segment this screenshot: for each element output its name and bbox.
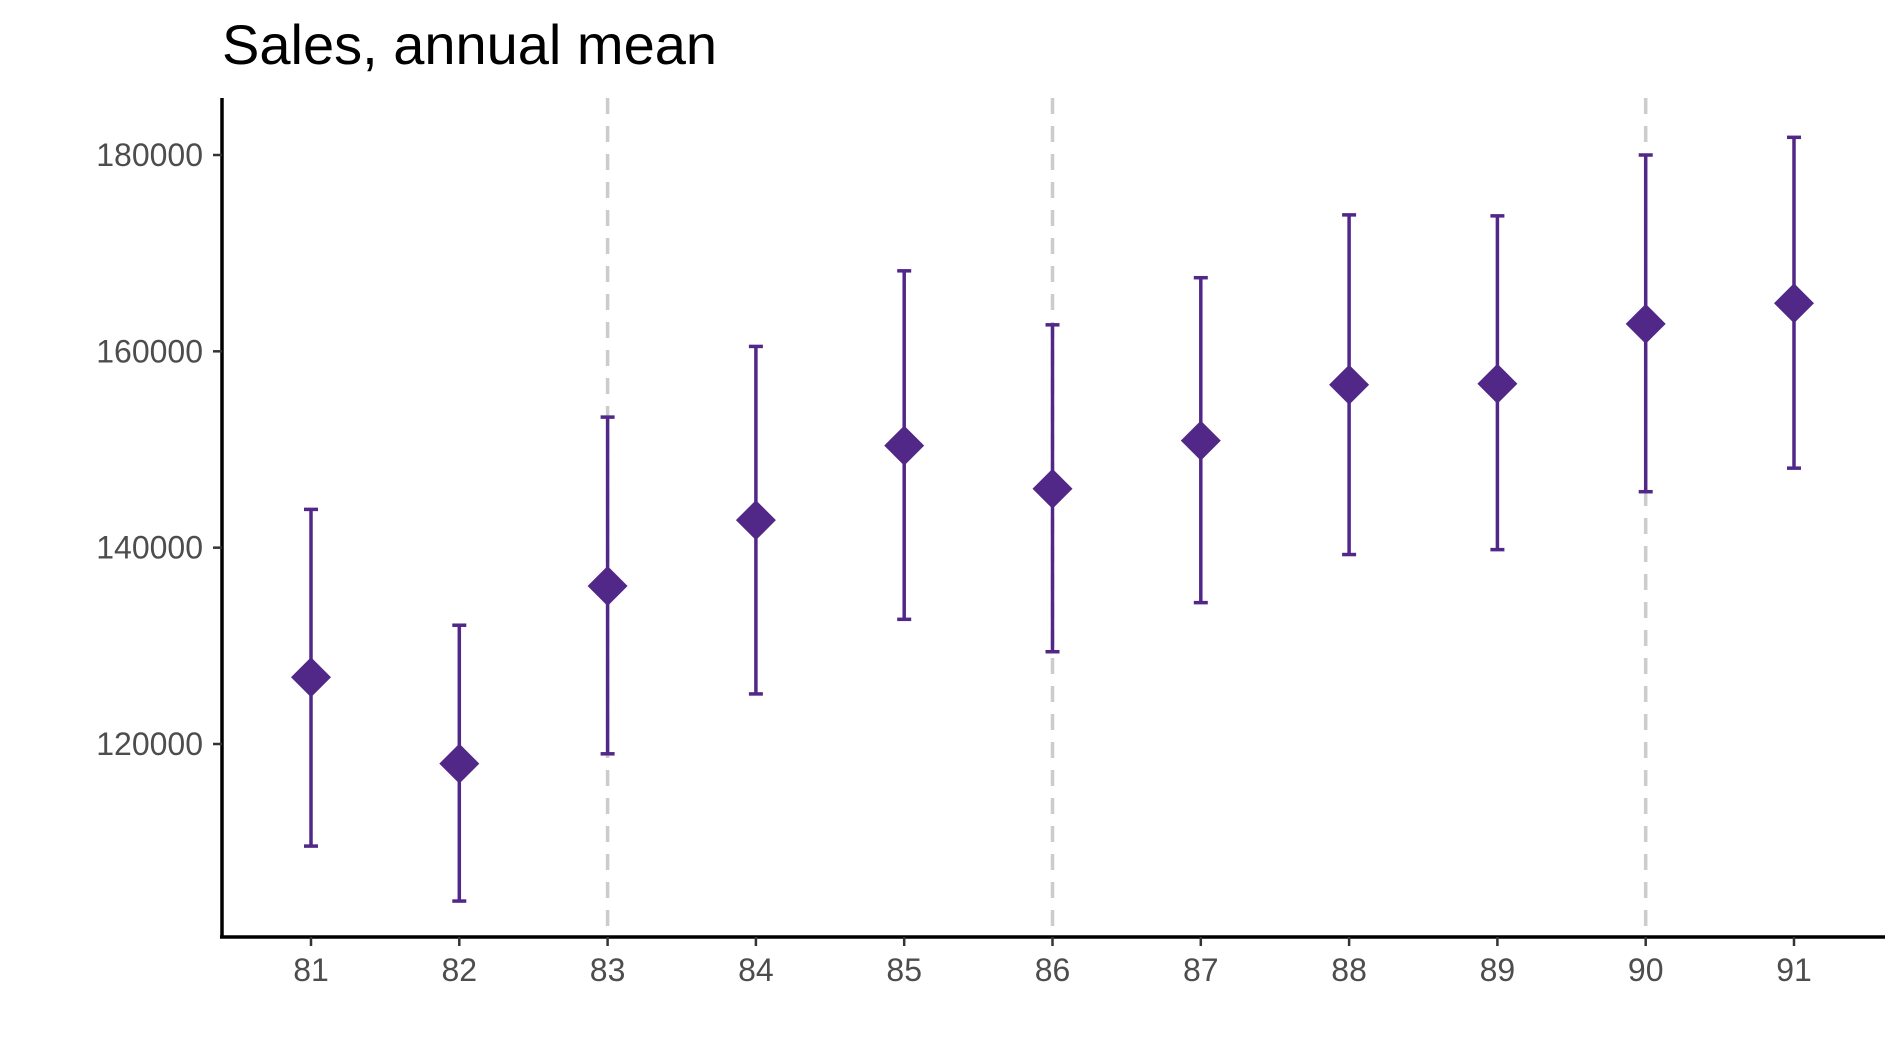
data-point-90 xyxy=(1625,303,1666,344)
data-point-82 xyxy=(439,743,480,784)
x-tick-label: 91 xyxy=(1776,952,1812,988)
data-point-89 xyxy=(1477,363,1518,404)
y-tick-label: 180000 xyxy=(96,137,203,173)
data-points xyxy=(291,283,1814,784)
y-axis: 120000 140000 160000 180000 xyxy=(96,137,222,762)
x-tick-label: 83 xyxy=(590,952,626,988)
y-tick-label: 120000 xyxy=(96,726,203,762)
x-tick-label: 89 xyxy=(1480,952,1516,988)
x-tick-label: 82 xyxy=(442,952,478,988)
data-point-88 xyxy=(1329,364,1370,405)
data-point-83 xyxy=(587,565,628,606)
data-point-87 xyxy=(1180,420,1221,461)
y-tick-label: 160000 xyxy=(96,333,203,369)
x-tick-label: 85 xyxy=(886,952,922,988)
x-tick-label: 81 xyxy=(293,952,329,988)
data-point-84 xyxy=(735,500,776,541)
x-tick-label: 88 xyxy=(1331,952,1367,988)
x-axis: 81 82 83 84 85 86 87 88 89 90 91 xyxy=(293,937,1812,988)
x-tick-label: 86 xyxy=(1035,952,1071,988)
data-point-85 xyxy=(884,425,925,466)
chart-title: Sales, annual mean xyxy=(222,13,717,76)
x-tick-label: 90 xyxy=(1628,952,1664,988)
x-tick-label: 84 xyxy=(738,952,774,988)
data-point-86 xyxy=(1032,468,1073,509)
x-tick-label: 87 xyxy=(1183,952,1219,988)
data-point-91 xyxy=(1774,283,1814,324)
y-tick-label: 140000 xyxy=(96,530,203,566)
data-point-81 xyxy=(291,657,331,698)
